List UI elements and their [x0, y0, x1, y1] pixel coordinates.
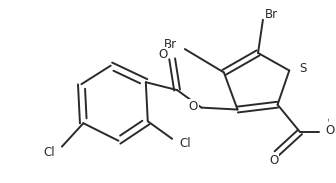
Text: Br: Br [265, 8, 278, 21]
Text: Br: Br [164, 38, 177, 51]
Text: O: O [158, 48, 167, 61]
Text: Cl: Cl [43, 146, 55, 159]
Text: O: O [188, 100, 198, 113]
Text: O: O [325, 124, 335, 137]
Text: Cl: Cl [179, 137, 191, 150]
Text: O: O [269, 154, 278, 167]
Text: S: S [299, 62, 306, 75]
